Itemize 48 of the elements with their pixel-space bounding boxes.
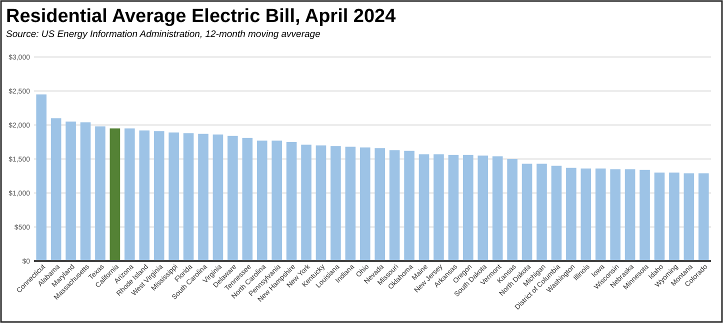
bar [301,144,312,261]
bar [80,122,91,261]
bar [183,133,194,261]
bar [698,173,709,261]
chart-subtitle: Source: US Energy Information Administration, 12-month moving avverage [6,29,320,40]
bar [95,126,106,261]
bar [566,168,576,261]
bar [360,147,370,261]
bar [345,146,356,261]
bar [580,168,592,261]
bar [124,128,135,261]
bar [610,169,620,261]
bar [316,145,326,261]
bar [168,132,179,261]
bar [242,138,253,261]
bar [551,166,562,261]
bar [522,164,532,261]
bar [536,164,547,261]
bar [50,118,62,261]
bar [404,150,414,261]
bar [684,173,694,261]
bar [595,168,606,261]
bar [492,156,503,261]
bar [228,136,238,261]
bar [330,146,341,261]
bar [463,154,474,261]
bar [272,140,282,261]
chart-title: Residential Average Electric Bill, April 2024 [6,6,396,27]
bar [654,172,665,261]
bar [154,131,164,261]
bar [434,154,444,261]
bar [374,148,386,261]
bar [418,154,430,261]
bar [66,122,76,261]
bar [448,154,459,261]
bar [139,130,150,261]
bar [198,134,208,261]
bar [389,150,400,261]
bar [669,172,680,261]
bar [478,156,488,261]
bar [507,159,518,261]
bar [640,170,650,261]
bar [110,128,120,261]
bar [36,94,47,261]
bar [212,134,224,261]
bar [286,142,297,261]
bar [624,169,636,261]
bar [256,140,268,261]
